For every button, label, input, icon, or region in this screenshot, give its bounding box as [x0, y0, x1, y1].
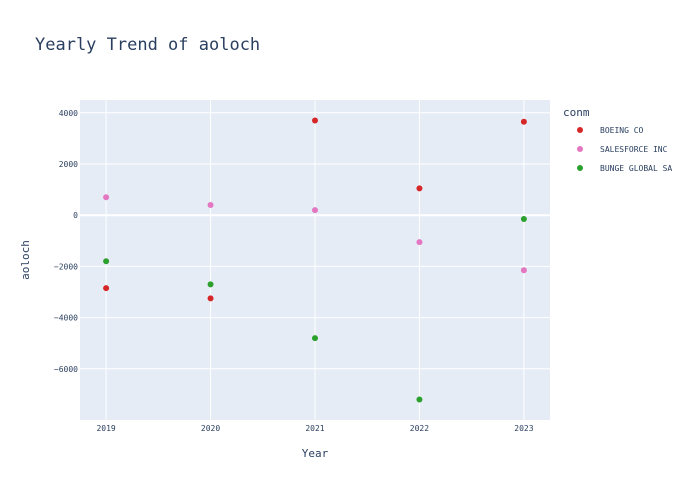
data-point[interactable]	[207, 281, 214, 288]
chart-title: Yearly Trend of aoloch	[35, 35, 260, 55]
data-point[interactable]	[312, 207, 318, 214]
legend-title: conm	[563, 106, 590, 119]
x-tick-labels: 2019 2020 2021 2022 2023	[96, 424, 533, 433]
grid-lines	[80, 100, 550, 420]
legend-label[interactable]: SALESFORCE INC	[600, 145, 668, 154]
y-tick-label: −4000	[54, 314, 78, 323]
data-point[interactable]	[416, 396, 423, 403]
legend-marker[interactable]	[577, 165, 583, 171]
x-tick-label: 2022	[410, 424, 429, 433]
legend-marker[interactable]	[577, 146, 583, 152]
data-point[interactable]	[520, 216, 527, 223]
legend[interactable]: conm BOEING CO SALESFORCE INC BUNGE GLOBAL…	[563, 106, 672, 173]
x-tick-label: 2023	[514, 424, 533, 433]
legend-label[interactable]: BOEING CO	[600, 126, 644, 135]
data-points[interactable]	[103, 117, 527, 403]
x-tick-label: 2019	[96, 424, 115, 433]
data-point[interactable]	[520, 118, 527, 125]
x-tick-label: 2021	[305, 424, 324, 433]
data-point[interactable]	[103, 258, 110, 265]
data-point[interactable]	[103, 194, 110, 201]
y-tick-label: 2000	[59, 160, 78, 169]
data-point[interactable]	[103, 285, 110, 292]
y-tick-labels: 4000 2000 0 −2000 −4000 −6000	[54, 109, 78, 374]
y-axis-title: aoloch	[19, 240, 32, 280]
data-point[interactable]	[207, 201, 214, 208]
y-tick-label: 0	[73, 211, 78, 220]
data-point[interactable]	[416, 185, 423, 192]
y-tick-label: 4000	[59, 109, 78, 118]
data-point[interactable]	[312, 117, 318, 124]
legend-marker[interactable]	[577, 127, 583, 133]
x-tick-label: 2020	[201, 424, 220, 433]
data-point[interactable]	[520, 267, 527, 274]
data-point[interactable]	[416, 239, 423, 246]
data-point[interactable]	[312, 335, 318, 342]
legend-label[interactable]: BUNGE GLOBAL SA	[600, 164, 672, 173]
data-point[interactable]	[207, 295, 214, 302]
y-tick-label: −2000	[54, 262, 78, 271]
x-axis-title: Year	[302, 447, 329, 460]
y-tick-label: −6000	[54, 365, 78, 374]
